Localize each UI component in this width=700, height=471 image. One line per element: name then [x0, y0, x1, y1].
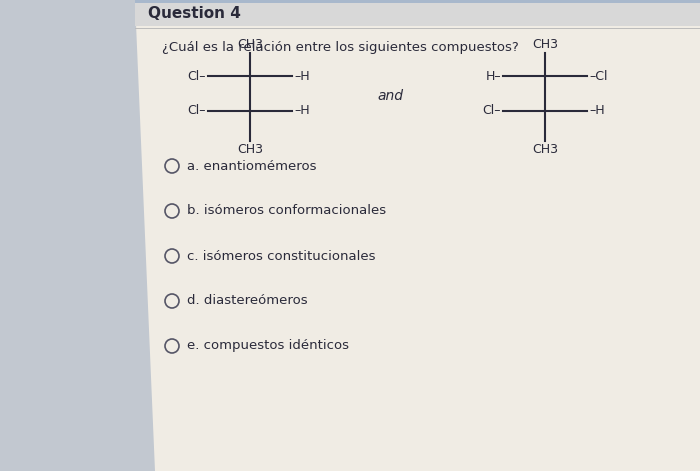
Bar	[135, 0, 700, 26]
Text: –H: –H	[294, 70, 309, 82]
Text: Cl–: Cl–	[482, 105, 501, 117]
Text: and: and	[377, 89, 403, 103]
Text: ¿Cuál es la relación entre los siguientes compuestos?: ¿Cuál es la relación entre los siguiente…	[162, 41, 519, 54]
Text: H–: H–	[485, 70, 501, 82]
Text: –H: –H	[589, 105, 605, 117]
Text: b. isómeros conformacionales: b. isómeros conformacionales	[187, 204, 386, 218]
Text: d. diastereómeros: d. diastereómeros	[187, 294, 307, 308]
Text: c. isómeros constitucionales: c. isómeros constitucionales	[187, 250, 375, 262]
Text: Cl–: Cl–	[188, 105, 206, 117]
Text: CH3: CH3	[237, 143, 263, 156]
Text: Question 4: Question 4	[148, 7, 241, 22]
Text: CH3: CH3	[532, 38, 558, 51]
Text: Cl–: Cl–	[188, 70, 206, 82]
Text: –H: –H	[294, 105, 309, 117]
Text: CH3: CH3	[532, 143, 558, 156]
Text: e. compuestos idénticos: e. compuestos idénticos	[187, 340, 349, 352]
Polygon shape	[135, 0, 700, 471]
Text: –Cl: –Cl	[589, 70, 608, 82]
Bar	[135, 0, 700, 3]
Text: a. enantiomémeros: a. enantiomémeros	[187, 160, 316, 172]
Text: CH3: CH3	[237, 38, 263, 51]
